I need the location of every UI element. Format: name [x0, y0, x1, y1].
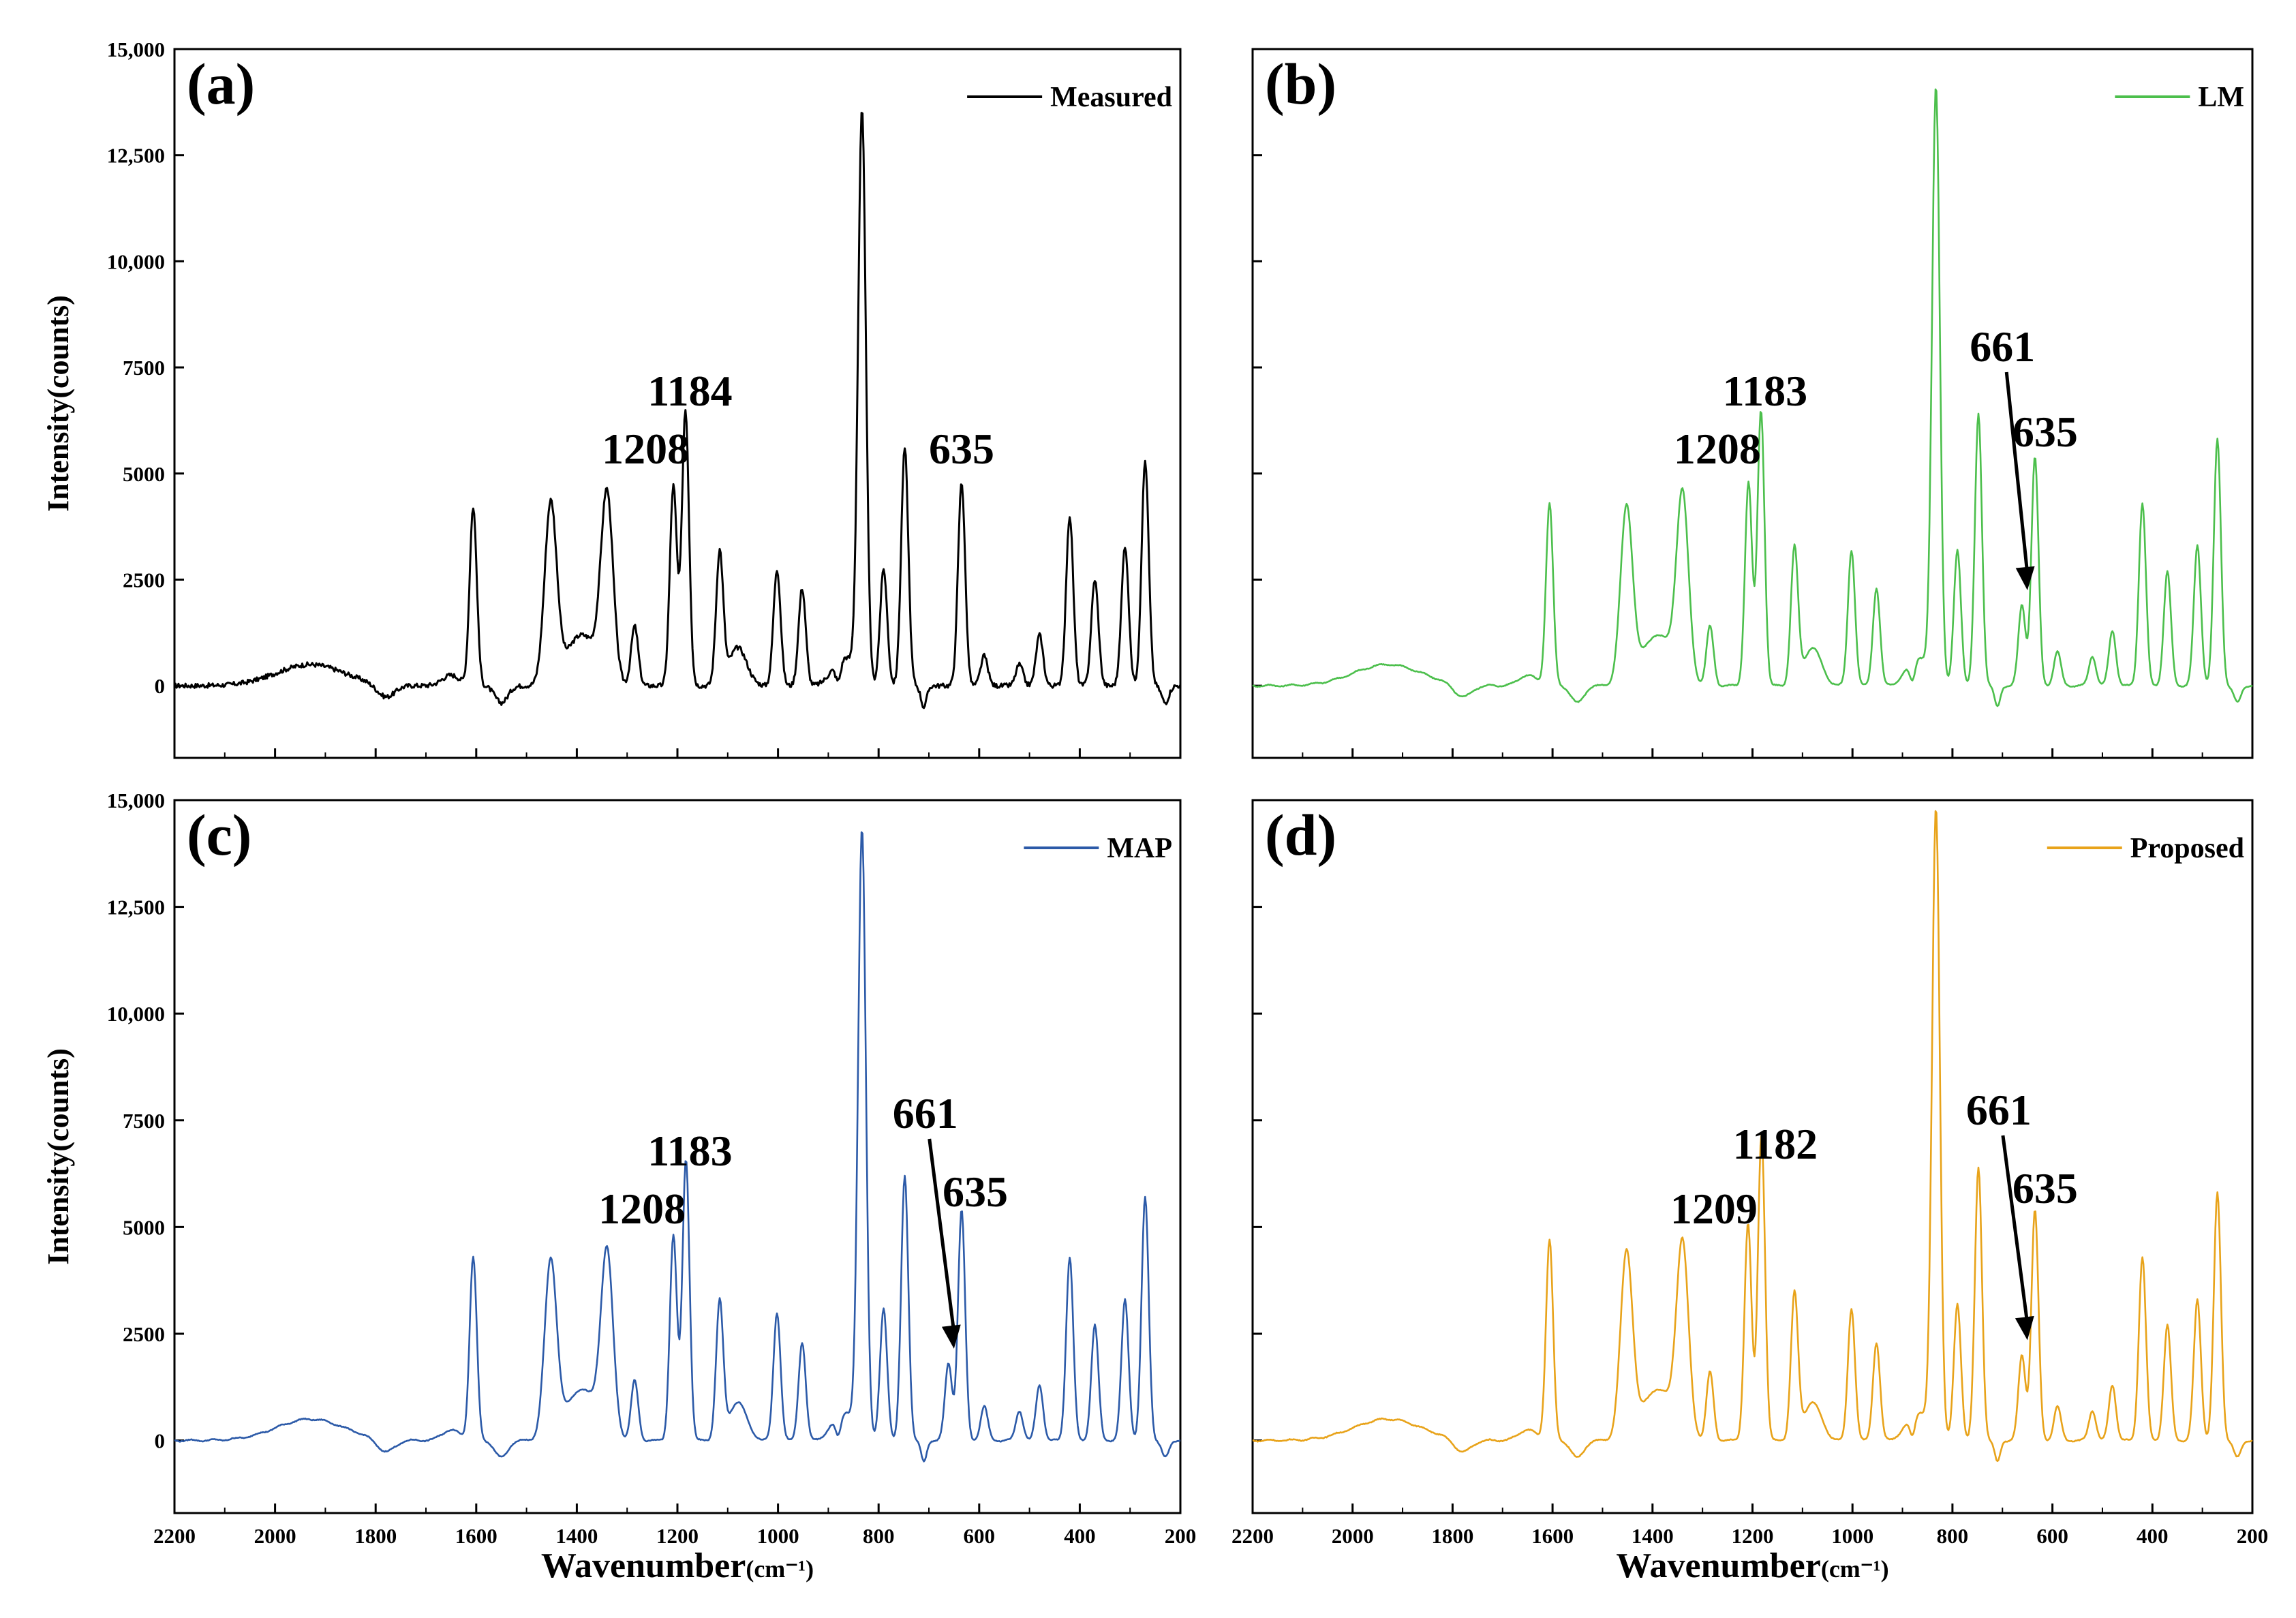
panels-group: 15,000 12,500 10,000 7500 5000 2500 0 Intensity… [42, 37, 2268, 1585]
x-tick-label: 2000 [254, 1524, 296, 1548]
peak-annotation: 1183 [1723, 367, 1807, 415]
legend-label: Measured [1050, 82, 1172, 113]
x-tick-label: 800 [863, 1524, 895, 1548]
x-axis-title: Wavenumber(cm⁻¹) [541, 1546, 814, 1585]
peak-annotation: 1208 [598, 1185, 686, 1233]
y-tick-label: 10,000 [107, 1002, 165, 1026]
spectrum-line [174, 831, 1181, 1463]
annotation-arrowhead [941, 1324, 961, 1349]
x-axis-title-unit: (cm⁻¹) [1821, 1555, 1889, 1583]
x-tick-label: 1400 [1632, 1524, 1674, 1548]
y-tick-label: 10,000 [107, 249, 165, 273]
peak-annotation: 1208 [1674, 425, 1761, 473]
x-tick-label: 2200 [1231, 1524, 1274, 1548]
x-tick-label: 600 [2036, 1524, 2068, 1548]
x-tick-label: 1200 [656, 1524, 699, 1548]
x-tick-label: 600 [964, 1524, 996, 1548]
y-tick-label: 2500 [123, 568, 165, 592]
x-tick-label: 1400 [555, 1524, 598, 1548]
y-tick-label: 5000 [123, 1215, 165, 1239]
y-tick-label: 15,000 [107, 37, 165, 61]
peak-annotation: 1208 [602, 425, 689, 473]
spectrum-line [1252, 88, 2253, 707]
x-tick-label: 1600 [455, 1524, 498, 1548]
x-axis-title-main: Wavenumber [1616, 1546, 1820, 1585]
peak-annotation: 661 [1970, 322, 2035, 371]
legend-label: MAP [1107, 833, 1172, 864]
x-axis-title-unit: (cm⁻¹) [746, 1555, 814, 1583]
x-tick-label: 2200 [153, 1524, 196, 1548]
x-tick-label: 400 [1064, 1524, 1096, 1548]
y-tick-label: 12,500 [107, 896, 165, 919]
x-tick-label: 2000 [1332, 1524, 1374, 1548]
x-tick-label: 1800 [354, 1524, 397, 1548]
panel-label: (c) [187, 802, 251, 868]
annotation-arrow [2001, 1135, 2030, 1324]
peak-annotation: 635 [943, 1167, 1008, 1216]
legend-label: Proposed [2130, 833, 2244, 864]
x-tick-label: 1800 [1431, 1524, 1473, 1548]
x-tick-label: 1200 [1732, 1524, 1774, 1548]
annotation-arrow [2004, 371, 2030, 575]
x-tick-label: 200 [2237, 1524, 2269, 1548]
y-axis-title: Intensity(counts) [42, 295, 75, 512]
annotation-arrowhead [2015, 1315, 2034, 1341]
annotation-arrow [928, 1138, 956, 1333]
x-tick-label: 800 [1937, 1524, 1969, 1548]
peak-annotation: 635 [2012, 408, 2078, 456]
x-axis-title-main: Wavenumber [541, 1546, 746, 1585]
panel-d: 2200 2000 1800 1600 1400 1200 1000 800 600 400 200… [1231, 799, 2269, 1585]
y-tick-label: 15,000 [107, 789, 165, 812]
peak-annotation: 635 [929, 425, 994, 473]
peak-annotation: 1184 [647, 367, 732, 415]
peak-annotation: 1183 [647, 1127, 732, 1175]
y-tick-label: 0 [155, 674, 166, 698]
annotation-arrowhead [2015, 566, 2035, 591]
panel-label: (b) [1265, 51, 1336, 117]
x-tick-label: 1600 [1531, 1524, 1574, 1548]
y-tick-label: 0 [155, 1429, 166, 1453]
spectrum-line [1252, 810, 2253, 1463]
panel-b: (b) LM 1208 1183 661 635 [1251, 48, 2254, 759]
panel-a: 15,000 12,500 10,000 7500 5000 2500 0 Intensity… [42, 37, 1182, 759]
y-tick-label: 7500 [123, 1109, 165, 1133]
panel-c: 2200 2000 1800 1600 1400 1200 1000 800 600 400 200… [42, 789, 1196, 1585]
y-tick-label: 7500 [123, 356, 165, 380]
y-tick-label: 2500 [123, 1322, 165, 1346]
peak-annotation: 635 [2012, 1164, 2078, 1212]
x-tick-label: 1000 [757, 1524, 799, 1548]
y-tick-label: 5000 [123, 462, 165, 486]
x-axis-title: Wavenumber(cm⁻¹) [1616, 1546, 1888, 1585]
peak-annotation: 661 [1966, 1086, 2032, 1134]
x-tick-label: 1000 [1831, 1524, 1873, 1548]
y-tick-label: 12,500 [107, 144, 165, 168]
legend-label: LM [2198, 82, 2244, 113]
x-tick-label: 400 [2137, 1524, 2169, 1548]
x-tick-label: 200 [1165, 1524, 1197, 1548]
spectrum-line [174, 112, 1182, 709]
panel-label: (a) [187, 51, 255, 117]
peak-annotation: 1209 [1670, 1185, 1758, 1233]
peak-annotation: 661 [893, 1089, 958, 1138]
panel-label: (d) [1265, 802, 1336, 868]
peak-annotation: 1182 [1733, 1120, 1818, 1168]
y-axis-title: Intensity(counts) [42, 1048, 75, 1265]
